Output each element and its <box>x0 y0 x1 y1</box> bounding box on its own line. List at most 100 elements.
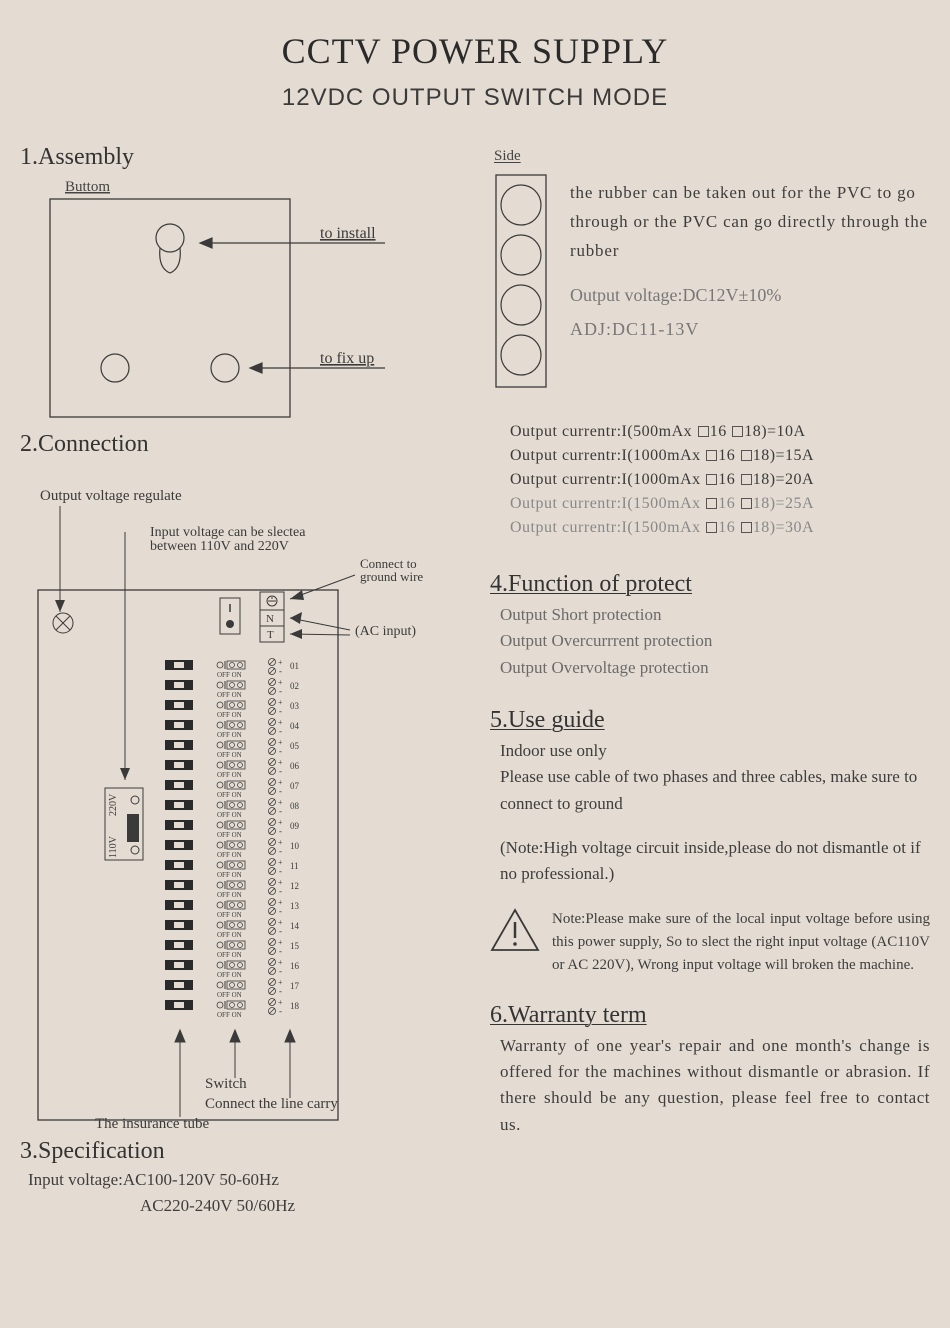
svg-text:14: 14 <box>290 921 300 931</box>
svg-text:04: 04 <box>290 721 300 731</box>
buttom-box <box>50 199 290 417</box>
use-line-1: Indoor use only <box>500 738 930 764</box>
svg-text:-: - <box>279 906 282 916</box>
subtitle: 12VDC OUTPUT SWITCH MODE <box>20 84 930 112</box>
fix-hole-left <box>101 354 129 382</box>
svg-text:Connect to ground: Connect to ground wire <box>360 556 423 584</box>
svg-text:OFF ON: OFF ON <box>217 1011 242 1019</box>
rubber-note: the rubber can be taken out for the PVC … <box>570 179 930 266</box>
svg-text:Output voltage regulate: Output voltage regulate <box>40 488 182 504</box>
use-line-3: (Note:High voltage circuit inside,please… <box>500 835 930 888</box>
svg-text:-: - <box>279 826 282 836</box>
svg-text:-: - <box>279 986 282 996</box>
function-list: Output Short protectionOutput Overcurrre… <box>500 602 930 681</box>
svg-text:OFF ON: OFF ON <box>217 951 242 959</box>
svg-text:03: 03 <box>290 701 300 711</box>
use-guide-heading: 5.Use guide <box>490 707 930 734</box>
svg-text:(AC input): (AC input) <box>355 624 416 639</box>
svg-text:The insurance tube: The insurance tube <box>95 1116 209 1132</box>
function-heading: 4.Function of protect <box>490 571 930 598</box>
svg-text:OFF ON: OFF ON <box>217 931 242 939</box>
svg-text:Input voltage can be slectea: Input voltage can be slectea between 110… <box>150 525 309 554</box>
svg-text:OFF ON: OFF ON <box>217 791 242 799</box>
main-title: CCTV POWER SUPPLY <box>20 30 930 72</box>
document-page: CCTV POWER SUPPLY 12VDC OUTPUT SWITCH MO… <box>0 0 950 1328</box>
svg-text:-: - <box>279 886 282 896</box>
svg-text:OFF ON: OFF ON <box>217 891 242 899</box>
use-line-2: Please use cable of two phases and three… <box>500 764 930 817</box>
right-column: Side the rubber can be taken out for the… <box>490 144 930 1220</box>
svg-text:11: 11 <box>290 861 299 871</box>
svg-text:-: - <box>279 946 282 956</box>
svg-text:-: - <box>279 846 282 856</box>
function-item: Output Overvoltage protection <box>500 655 930 681</box>
svg-text:-: - <box>279 1006 282 1016</box>
svg-text:02: 02 <box>290 681 299 691</box>
svg-text:05: 05 <box>290 741 300 751</box>
current-spec-row: Output currentr:I(1000mAx 16 18)=15A <box>510 447 930 465</box>
current-spec-row: Output currentr:I(1500mAx 16 18)=30A <box>510 519 930 537</box>
warning-note-text: Note:Please make sure of the local input… <box>552 908 930 978</box>
svg-text:OFF ON: OFF ON <box>217 671 242 679</box>
connection-diagram: Output voltage regulate Input voltage ca… <box>20 460 460 1140</box>
warning-note-row: Note:Please make sure of the local input… <box>490 908 930 978</box>
output-voltage-spec: Output voltage:DC12V±10% <box>570 282 930 310</box>
svg-text:-: - <box>279 726 282 736</box>
svg-text:to fix up: to fix up <box>320 350 374 367</box>
warranty-heading: 6.Warranty term <box>490 1002 930 1029</box>
svg-text:16: 16 <box>290 961 300 971</box>
svg-text:15: 15 <box>290 941 300 951</box>
svg-text:Switch: Switch <box>205 1076 247 1092</box>
assembly-diagram: Buttom to install <box>20 173 460 423</box>
svg-text:06: 06 <box>290 761 300 771</box>
svg-text:N: N <box>266 613 274 625</box>
svg-text:OFF ON: OFF ON <box>217 991 242 999</box>
voltage-selector: 110V 220V <box>105 788 143 860</box>
keyhole-icon <box>156 224 184 273</box>
svg-text:220V: 220V <box>108 793 119 816</box>
svg-text:08: 08 <box>290 801 300 811</box>
spec-line-1: Input voltage:AC100-120V 50-60Hz <box>28 1167 460 1193</box>
svg-text:110V: 110V <box>108 835 119 858</box>
svg-text:12: 12 <box>290 881 299 891</box>
left-column: 1.Assembly Buttom <box>20 144 460 1220</box>
spec-line-2: AC220-240V 50/60Hz <box>140 1193 460 1219</box>
svg-text:OFF ON: OFF ON <box>217 811 242 819</box>
side-diagram <box>490 171 552 391</box>
svg-text:-: - <box>279 706 282 716</box>
svg-text:OFF ON: OFF ON <box>217 871 242 879</box>
svg-text:Connect the line carry: Connect the line carry <box>205 1096 338 1112</box>
svg-text:OFF ON: OFF ON <box>217 831 242 839</box>
svg-text:13: 13 <box>290 901 300 911</box>
svg-text:-: - <box>279 966 282 976</box>
svg-text:10: 10 <box>290 841 300 851</box>
current-spec-row: Output currentr:I(1000mAx 16 18)=20A <box>510 471 930 489</box>
svg-text:17: 17 <box>290 981 300 991</box>
current-spec-row: Output currentr:I(1500mAx 16 18)=25A <box>510 495 930 513</box>
svg-text:OFF ON: OFF ON <box>217 851 242 859</box>
svg-text:-: - <box>279 806 282 816</box>
svg-text:-: - <box>279 926 282 936</box>
function-item: Output Short protection <box>500 602 930 628</box>
svg-text:to install: to install <box>320 225 376 242</box>
side-label: Side <box>494 148 930 165</box>
warranty-text: Warranty of one year's repair and one mo… <box>500 1033 930 1138</box>
fix-hole-right <box>211 354 239 382</box>
svg-text:07: 07 <box>290 781 300 791</box>
svg-text:OFF ON: OFF ON <box>217 731 242 739</box>
function-item: Output Overcurrrent protection <box>500 628 930 654</box>
svg-text:-: - <box>279 766 282 776</box>
assembly-heading: 1.Assembly <box>20 144 460 171</box>
adj-spec: ADJ:DC11-13V <box>570 316 930 344</box>
svg-text:-: - <box>279 666 282 676</box>
svg-text:T: T <box>267 629 274 641</box>
svg-text:-: - <box>279 786 282 796</box>
svg-text:OFF ON: OFF ON <box>217 751 242 759</box>
svg-text:-: - <box>279 746 282 756</box>
svg-text:OFF ON: OFF ON <box>217 911 242 919</box>
svg-text:OFF ON: OFF ON <box>217 691 242 699</box>
warning-icon <box>490 908 540 952</box>
svg-text:OFF ON: OFF ON <box>217 711 242 719</box>
svg-text:OFF ON: OFF ON <box>217 771 242 779</box>
svg-text:-: - <box>279 866 282 876</box>
